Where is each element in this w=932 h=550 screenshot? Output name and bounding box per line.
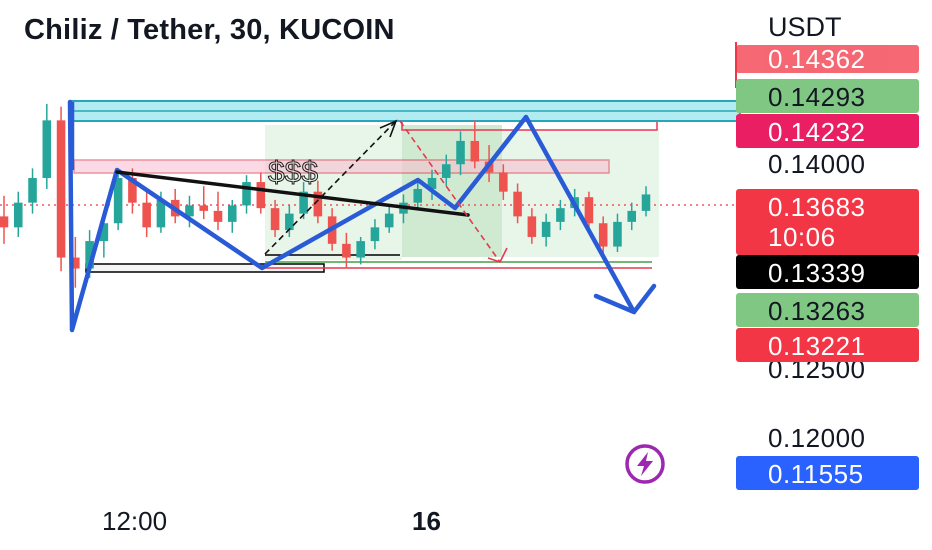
price-tag-0-14232: 0.14232 [736, 114, 919, 148]
candle-body [556, 208, 565, 222]
chart-title: Chiliz / Tether, 30, KUCOIN [24, 14, 395, 46]
price-tag-0-13263: 0.13263 [736, 293, 919, 327]
candle-body [113, 177, 123, 224]
time-tick-16: 16 [412, 506, 441, 536]
candle-body [513, 191, 522, 217]
candle-body [413, 188, 423, 203]
candle-body [342, 243, 351, 258]
candle-body [99, 223, 109, 242]
dashed-projection-line [399, 120, 501, 263]
candle-body [441, 164, 451, 178]
drawing-tools-layer: $$$ [67, 99, 657, 333]
candle-body [56, 120, 66, 258]
price-tag-0-14293: 0.14293 [736, 79, 919, 113]
candle-body [627, 210, 637, 222]
chart-background-layer [0, 42, 741, 273]
candle-body [641, 194, 651, 211]
candle-body [356, 241, 365, 258]
candle-body [0, 216, 9, 228]
candle-body [256, 182, 266, 209]
price-tag-0-14362: 0.14362 [736, 44, 919, 74]
candle-body [28, 177, 37, 203]
candle-body [13, 202, 23, 228]
candle-body [185, 205, 194, 217]
candle-body [227, 205, 237, 222]
candle-body [270, 208, 280, 231]
pattern-projection-line [67, 99, 637, 333]
price-tick-0-12000: 0.12000 [768, 423, 866, 453]
candle-body [142, 202, 151, 228]
trend-line [115, 170, 470, 217]
price-tag-0-11555: 0.11555 [736, 456, 919, 490]
price-axis-currency: USDT [768, 12, 842, 42]
lightning-bolt-icon[interactable] [614, 444, 676, 484]
candle-body [199, 205, 209, 211]
arrow-head [379, 119, 398, 138]
candle-body [156, 199, 166, 228]
candle-body [71, 257, 80, 269]
dashed-projection-line [264, 120, 397, 255]
candle-body [584, 197, 594, 224]
candle-body [299, 191, 308, 214]
candle-body [85, 241, 94, 269]
candle-body [470, 140, 480, 162]
candle-body [527, 216, 537, 237]
long-position-zone [502, 130, 659, 257]
candle-body [242, 182, 251, 206]
dollar-annotation: $$$ [268, 156, 318, 189]
price-tag-last-price: 0.13683 10:06 [736, 189, 919, 255]
candle-body [42, 120, 52, 178]
time-tick-12-00: 12:00 [102, 506, 168, 536]
candle-body [370, 227, 380, 242]
resistance-zone [73, 159, 610, 174]
arrow-head [593, 283, 657, 315]
candle-body [541, 221, 551, 237]
candle-body [427, 177, 437, 189]
price-tick-0-14000: 0.14000 [768, 149, 866, 179]
candle-body [499, 172, 508, 192]
candle-body [313, 191, 323, 217]
bar-countdown: 10:06 [768, 222, 836, 252]
candle-body [613, 221, 622, 247]
candle-body [384, 213, 394, 228]
arrow-head [487, 247, 508, 263]
candle-body [285, 213, 294, 231]
candle-body [213, 210, 223, 222]
candle-body [456, 140, 465, 165]
price-tag-0-13339: 0.13339 [736, 255, 919, 289]
candle-body [128, 177, 137, 203]
candle-body [598, 223, 608, 247]
price-tag-0-13221: 0.13221 [736, 328, 919, 362]
